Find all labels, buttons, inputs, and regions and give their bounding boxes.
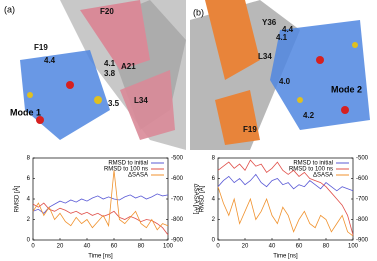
y2-tick-label: -800 xyxy=(171,217,184,223)
x-tick-label: 0 xyxy=(216,244,220,250)
x-tick-label: 60 xyxy=(111,244,118,250)
y2-tick-label: -500 xyxy=(171,156,184,162)
y-tick-label: 0 xyxy=(27,238,31,244)
distance-label: 3.5 xyxy=(108,99,120,108)
series-line xyxy=(217,159,354,236)
y-tick-label: 4 xyxy=(27,197,31,203)
x-tick-label: 80 xyxy=(323,244,330,250)
y2-tick-label: -900 xyxy=(171,238,184,244)
legend-label: ΔSASA xyxy=(128,173,148,179)
panel-a-image xyxy=(0,0,186,150)
mode-label: Mode 2 xyxy=(331,84,362,94)
distance-label: 4.4 xyxy=(282,25,294,34)
x-axis-label: Time [ns] xyxy=(88,254,113,260)
panel-label: (b) xyxy=(193,7,204,17)
y2-tick-label: -800 xyxy=(356,217,369,223)
y2-tick-label: -600 xyxy=(356,176,369,182)
residue-label: L34 xyxy=(258,52,272,61)
y-tick-label: 8 xyxy=(27,156,31,162)
y-axis-label: RMSD [Å] xyxy=(14,185,21,212)
x-tick-label: 40 xyxy=(269,244,276,250)
x-tick-label: 20 xyxy=(57,244,64,250)
residue-label: L34 xyxy=(134,96,148,105)
mode-label: Mode 1 xyxy=(10,107,41,117)
y-axis-label: RMSD [Å] xyxy=(199,185,206,212)
legend-label: RMSD to 100 ns xyxy=(289,167,333,173)
x-tick-label: 100 xyxy=(348,244,359,250)
residue-label: Y36 xyxy=(262,18,277,27)
y-tick-label: 2 xyxy=(27,217,31,223)
series-line xyxy=(32,202,169,236)
y2-tick-label: -700 xyxy=(171,197,184,203)
x-tick-label: 40 xyxy=(84,244,91,250)
y-tick-label: 6 xyxy=(27,176,31,182)
x-tick-label: 0 xyxy=(31,244,35,250)
series-line xyxy=(217,186,354,237)
legend-label: ΔSASA xyxy=(313,173,333,179)
series-line xyxy=(32,193,169,214)
distance-label: 4.0 xyxy=(279,77,291,86)
y-tick-label: 0 xyxy=(212,238,216,244)
residue-label: F19 xyxy=(34,43,48,52)
residue-label: F19 xyxy=(243,125,257,134)
series-line xyxy=(32,170,169,231)
panel-label: (a) xyxy=(4,4,15,14)
x-tick-label: 20 xyxy=(242,244,249,250)
distance-label: 3.8 xyxy=(104,69,116,78)
y-tick-label: 8 xyxy=(212,156,216,162)
y-tick-label: 6 xyxy=(212,176,216,182)
legend-label: RMSD to initial xyxy=(293,161,333,167)
legend-label: RMSD to initial xyxy=(108,161,148,167)
y2-tick-label: -500 xyxy=(356,156,369,162)
x-tick-label: 80 xyxy=(138,244,145,250)
x-axis-label: Time [ns] xyxy=(273,254,298,260)
y2-tick-label: -900 xyxy=(356,238,369,244)
distance-label: 4.2 xyxy=(303,111,315,120)
x-tick-label: 60 xyxy=(296,244,303,250)
distance-label: 4.4 xyxy=(44,56,56,65)
residue-label: A21 xyxy=(121,62,136,71)
series-line xyxy=(217,173,354,192)
distance-label: 4.1 xyxy=(104,59,116,68)
panel-b-image xyxy=(190,0,377,150)
y2-tick-label: -600 xyxy=(171,176,184,182)
legend-label: RMSD to 100 ns xyxy=(104,167,148,173)
y2-tick-label: -700 xyxy=(356,197,369,203)
residue-label: F20 xyxy=(100,7,114,16)
x-tick-label: 100 xyxy=(163,244,174,250)
y-tick-label: 4 xyxy=(212,197,216,203)
distance-label: 4.1 xyxy=(276,33,288,42)
y-tick-label: 2 xyxy=(212,217,216,223)
y2-axis-label: ΔSASA [Å²] xyxy=(192,184,199,215)
